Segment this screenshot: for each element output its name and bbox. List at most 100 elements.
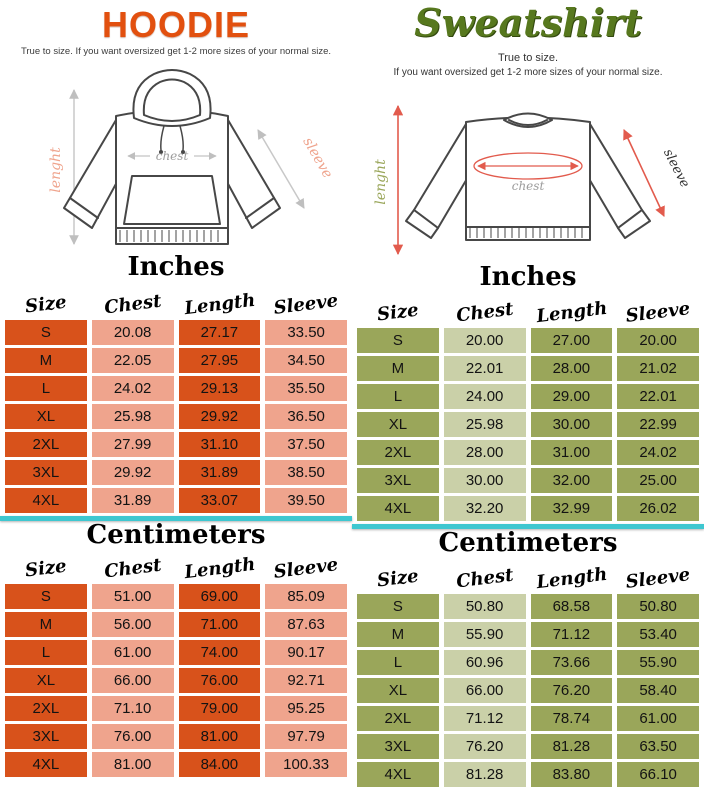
column-header-sleeve: Sleeve [272, 554, 340, 583]
table-row: XL 66.00 76.00 92.71 [5, 668, 347, 693]
sweatshirt-hem-ribs [469, 228, 583, 238]
value-cell: 68.58 [530, 594, 613, 619]
value-cell: 76.00 [91, 724, 174, 749]
chest-label: chest [156, 149, 189, 163]
sweatshirt-title: Sweatshirt [414, 0, 642, 45]
value-cell: 66.00 [443, 678, 526, 703]
value-cell: 25.98 [443, 412, 526, 437]
column-header-size: Size [375, 565, 420, 592]
value-cell: 63.50 [617, 734, 699, 759]
hoodie-inches-heading: Inches [127, 252, 225, 282]
size-cell: XL [357, 678, 439, 703]
teal-divider [352, 524, 704, 529]
value-cell: 36.50 [265, 404, 347, 429]
value-cell: 81.00 [91, 752, 174, 777]
value-cell: 31.00 [530, 440, 613, 465]
value-cell: 50.80 [443, 594, 526, 619]
sweatshirt-panel: Sweatshirt True to size. If you want ove… [352, 0, 704, 789]
value-cell: 31.89 [178, 460, 261, 485]
hoodie-cm-heading: Centimeters [86, 520, 266, 550]
table-row: L 24.00 29.00 22.01 [357, 384, 699, 409]
table-header-row: Size Chest Length Sleeve [357, 296, 699, 328]
sweatshirt-cm-table: Size Chest Length Sleeve S 50.80 68.58 50.80 M 55… [357, 562, 699, 787]
value-cell: 28.00 [530, 356, 613, 381]
column-header-size: Size [23, 291, 68, 318]
sweatshirt-diagram: chest lenght sleeve [373, 104, 688, 256]
value-cell: 87.63 [265, 612, 347, 637]
value-cell: 20.00 [443, 328, 526, 353]
sweatshirt-cm-heading: Centimeters [438, 528, 618, 558]
value-cell: 85.09 [265, 584, 347, 609]
value-cell: 31.89 [91, 488, 174, 513]
value-cell: 39.50 [265, 488, 347, 513]
value-cell: 69.00 [178, 584, 261, 609]
value-cell: 79.00 [178, 696, 261, 721]
value-cell: 24.02 [617, 440, 699, 465]
teal-divider [0, 516, 352, 521]
value-cell: 71.00 [178, 612, 261, 637]
size-cell: M [5, 348, 87, 373]
table-row: XL 66.00 76.20 58.40 [357, 678, 699, 703]
column-header-length: Length [534, 563, 608, 594]
length-label: lenght [373, 159, 389, 205]
value-cell: 33.50 [265, 320, 347, 345]
value-cell: 61.00 [91, 640, 174, 665]
column-header-length: Length [534, 297, 608, 328]
value-cell: 51.00 [91, 584, 174, 609]
column-header-size: Size [23, 555, 68, 582]
value-cell: 95.25 [265, 696, 347, 721]
sweatshirt-inches-heading: Inches [479, 262, 577, 292]
sweatshirt-left-cuff [405, 209, 439, 239]
table-row: 3XL 30.00 32.00 25.00 [357, 468, 699, 493]
value-cell: 100.33 [265, 752, 347, 777]
size-cell: L [5, 640, 87, 665]
table-row: M 22.05 27.95 34.50 [5, 348, 347, 373]
size-cell: 2XL [357, 706, 439, 731]
column-header-sleeve: Sleeve [624, 564, 692, 593]
hoodie-right-sleeve [213, 119, 281, 229]
size-cell: 4XL [357, 762, 439, 787]
value-cell: 50.80 [617, 594, 699, 619]
table-row: M 56.00 71.00 87.63 [5, 612, 347, 637]
value-cell: 35.50 [265, 376, 347, 401]
column-header-chest: Chest [454, 564, 515, 593]
value-cell: 56.00 [91, 612, 174, 637]
value-cell: 34.50 [265, 348, 347, 373]
size-cell: M [5, 612, 87, 637]
hoodie-drawstrings [160, 125, 184, 151]
column-header-chest: Chest [102, 554, 163, 583]
table-row: S 20.08 27.17 33.50 [5, 320, 347, 345]
column-header-sleeve: Sleeve [624, 298, 692, 327]
table-row: S 20.00 27.00 20.00 [357, 328, 699, 353]
value-cell: 78.74 [530, 706, 613, 731]
value-cell: 24.00 [443, 384, 526, 409]
value-cell: 20.00 [617, 328, 699, 353]
value-cell: 90.17 [265, 640, 347, 665]
table-row: 4XL 81.00 84.00 100.33 [5, 752, 347, 777]
size-cell: XL [357, 412, 439, 437]
table-row: L 61.00 74.00 90.17 [5, 640, 347, 665]
table-row: S 51.00 69.00 85.09 [5, 584, 347, 609]
value-cell: 32.99 [530, 496, 613, 521]
hoodie-subtitle: True to size. If you want oversized get … [20, 46, 332, 57]
value-cell: 55.90 [443, 622, 526, 647]
value-cell: 30.00 [530, 412, 613, 437]
value-cell: 76.00 [178, 668, 261, 693]
column-header-chest: Chest [454, 298, 515, 327]
sweatshirt-inches-table: Size Chest Length Sleeve S 20.00 27.00 20.00 M 22… [357, 296, 699, 521]
hoodie-inches-table: Size Chest Length Sleeve S 20.08 27.17 33.50 M 22… [5, 288, 347, 513]
value-cell: 92.71 [265, 668, 347, 693]
size-cell: S [5, 584, 87, 609]
value-cell: 22.99 [617, 412, 699, 437]
value-cell: 58.40 [617, 678, 699, 703]
value-cell: 71.10 [91, 696, 174, 721]
value-cell: 71.12 [443, 706, 526, 731]
value-cell: 25.98 [91, 404, 174, 429]
sweatshirt-right-cuff [617, 209, 651, 239]
drawstring-tip [181, 150, 185, 154]
column-header-size: Size [375, 299, 420, 326]
column-header-chest: Chest [102, 290, 163, 319]
value-cell: 31.10 [178, 432, 261, 457]
size-cell: M [357, 356, 439, 381]
chest-label: chest [512, 179, 545, 193]
